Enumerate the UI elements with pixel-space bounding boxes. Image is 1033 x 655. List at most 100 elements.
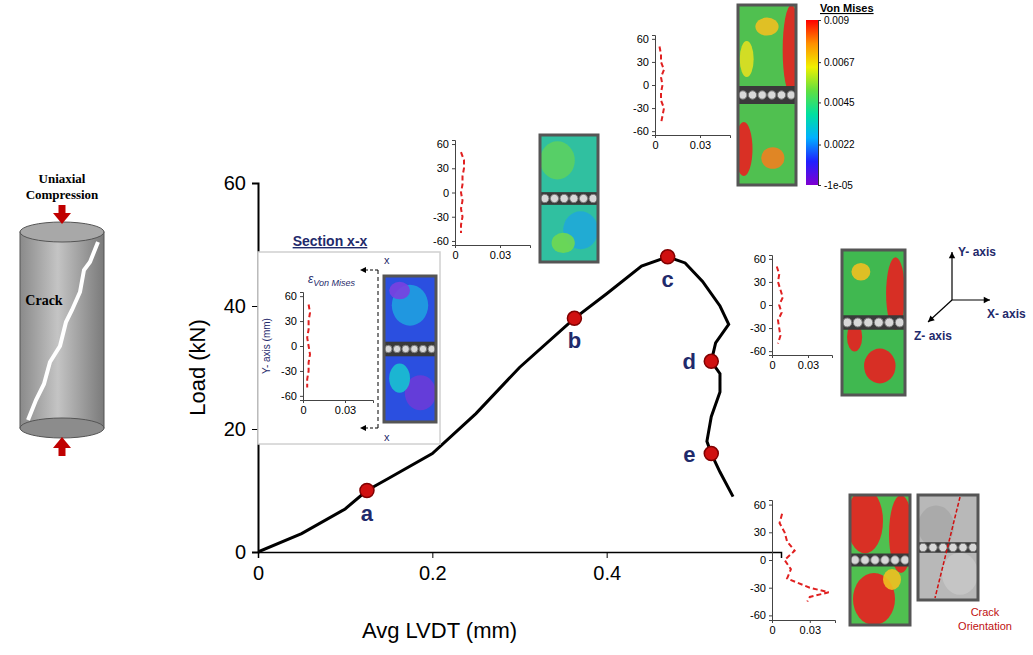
strain-patch [851,263,870,280]
label-line: Crack [971,606,1000,618]
tick-mark [300,371,303,372]
image-frame [384,276,436,422]
tick-mark [769,588,772,589]
axis-line [769,501,773,621]
tick-label: 0 [443,187,449,199]
axis-line [773,621,836,624]
inset-title: Section x-x [293,233,368,249]
tick: 0 [235,541,258,563]
tick: 0 [443,187,455,199]
clamp-bolt [787,91,795,99]
tick-label: -30 [433,211,449,223]
tick-label: 0.03 [335,404,356,416]
clamp-bolt [579,194,587,202]
tick: 60 [285,290,303,302]
tick: 0 [643,79,655,91]
schematic: UniaxialCompression Crack [20,171,104,456]
tick-mark [818,20,821,21]
tick: -30 [633,102,655,114]
tick: 0 [760,554,772,566]
tick-label: 0.4 [593,562,621,584]
title-line: Uniaxial [39,171,86,186]
image-frame [918,495,978,600]
clamp-bolt [919,543,927,551]
tick: 0 [769,620,775,636]
tick-label: -30 [750,322,766,334]
inset-x-title: εVon Mises [308,272,355,288]
tick-mark [769,282,772,283]
dic-image [842,250,905,395]
axis: 60300-30-60 [433,138,455,247]
tick-label: 20 [224,418,246,440]
strain-patch [889,495,910,573]
clamp-bolt [895,318,904,327]
tick: -1e-05 [818,180,853,191]
strain-patch [783,5,796,95]
tick: 0 [769,355,775,371]
strain-patch [540,141,575,179]
load-arrow-head [53,437,71,448]
axis: 00.03 [769,620,835,636]
image-frame [738,5,796,185]
tick-label: 0.009 [824,15,849,26]
tick-label: 0 [253,562,264,584]
load-arrow [59,205,66,214]
axis-line [452,141,456,246]
tick: 0.03 [798,355,819,371]
clamp-bolt [758,91,766,99]
strain-patch [883,569,901,590]
clamp-bolt [881,556,890,565]
tick-mark [818,145,821,146]
strain-profile [660,47,665,124]
clamp-bolt [385,345,392,352]
strain-profile [307,304,310,387]
axis-line [456,246,531,249]
tick-mark [452,193,455,194]
dic-image [384,276,436,422]
tick-label: 0 [760,299,766,311]
axis-line [304,401,374,404]
crack-label: Crack [25,293,63,308]
tick-label: 0 [300,404,306,416]
tick: 60 [754,253,772,265]
strain-patch [740,41,754,77]
clamp-bolt [589,194,597,202]
tick: 0.03 [690,135,711,151]
tick: 0.0067 [818,57,855,68]
tick-label: 0.0045 [824,97,855,108]
dic-image [540,135,598,262]
tick: 0 [300,400,306,416]
strain-profile [780,514,829,602]
tick: 60 [224,172,258,194]
strain-patch [552,233,575,253]
tick-label: -1e-05 [824,180,853,191]
tick-label: 0.03 [800,624,821,636]
stage-label: c [662,267,674,292]
inset-plot [461,152,464,233]
colorbar [806,20,818,185]
tick: 30 [754,526,772,538]
axis-line [769,256,773,356]
tick-label: -30 [633,102,649,114]
tick-label: 0 [643,79,649,91]
axis: 00.03 [652,135,730,151]
schematic-title: UniaxialCompression [26,171,99,202]
clamp-bolt [411,345,418,352]
crack-trace [935,497,960,598]
tick-mark [652,108,655,109]
clamp-bolt [777,91,785,99]
clamp-bolt [428,345,435,352]
tick: -30 [750,322,772,334]
clamp-bolt [885,318,894,327]
image-frame [850,495,910,625]
figure: UniaxialCompressionCrack00.20.40204060Av… [0,0,1033,655]
tick-label: -30 [281,365,297,377]
tick-mark [252,183,258,184]
tick-label: 60 [754,253,766,265]
clamp-bolt [419,345,426,352]
tick-label: 40 [224,295,246,317]
tick-label: 60 [285,290,297,302]
strain-patch [389,282,410,300]
tick-mark [500,245,501,248]
tick: 60 [437,138,455,150]
